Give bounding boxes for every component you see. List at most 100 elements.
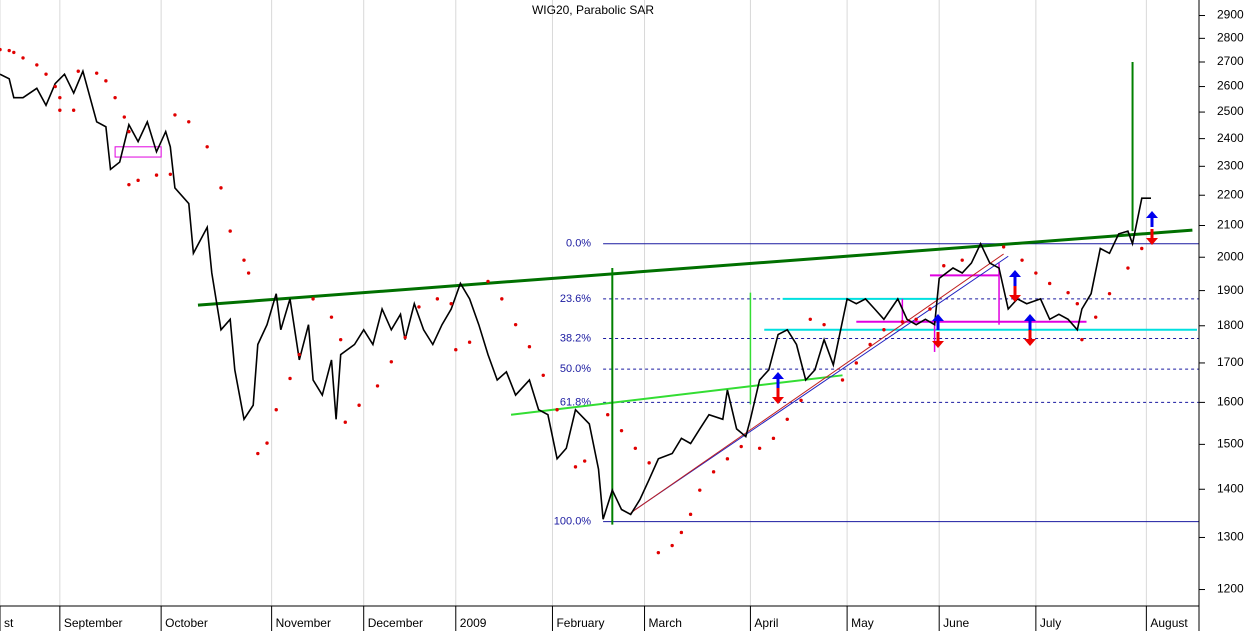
sar-dot — [35, 63, 39, 67]
sar-dot — [757, 446, 762, 450]
sar-dot — [633, 446, 638, 450]
sar-dot — [375, 384, 380, 388]
sar-dot — [113, 95, 117, 100]
sar-dot — [94, 71, 99, 75]
sar-dot — [868, 342, 872, 347]
sar-dot — [58, 108, 62, 112]
sar-dot — [58, 95, 62, 100]
y-tick-label: 2500 — [1217, 104, 1244, 118]
sar-dot — [679, 530, 684, 535]
sar-dot — [942, 264, 946, 268]
sar-dot — [1080, 337, 1084, 342]
sar-dot — [173, 113, 177, 117]
sar-dot — [739, 444, 743, 449]
sar-dot — [403, 335, 407, 340]
sar-dot — [582, 459, 587, 463]
sar-dot — [127, 182, 131, 187]
y-tick-label: 1600 — [1217, 395, 1244, 409]
sar-dot — [541, 373, 545, 378]
sar-dot — [7, 48, 11, 53]
x-tick-label: July — [1040, 616, 1061, 630]
sar-dot — [900, 320, 905, 324]
sar-dot — [960, 258, 964, 262]
y-tick-label: 2400 — [1217, 131, 1244, 145]
sar-dot — [127, 129, 131, 134]
sar-dot — [122, 115, 127, 119]
y-tick-label: 1200 — [1217, 582, 1244, 596]
y-tick-label: 2300 — [1217, 158, 1244, 172]
y-tick-label: 1500 — [1217, 437, 1244, 451]
sar-dot — [154, 173, 159, 177]
sar-dot — [0, 47, 2, 52]
sar-dot — [1066, 290, 1070, 295]
sar-dot — [389, 360, 394, 364]
sar-dot — [1094, 315, 1098, 319]
y-tick-label: 1800 — [1217, 318, 1244, 332]
sar-dot — [343, 420, 347, 424]
sar-dot — [785, 417, 789, 421]
y-tick-label: 2600 — [1217, 79, 1244, 93]
sar-dot — [288, 376, 292, 381]
sar-dot — [467, 340, 472, 344]
sar-dot — [53, 84, 57, 89]
y-tick-label: 2000 — [1217, 249, 1244, 263]
sar-dot — [647, 461, 651, 465]
sar-dot — [44, 72, 48, 76]
x-tick-label: December — [368, 616, 423, 630]
sar-dot — [21, 56, 25, 60]
x-tick-label: October — [165, 616, 208, 630]
sar-dot — [914, 317, 918, 321]
sar-dot — [656, 550, 661, 555]
sar-dot — [500, 297, 504, 301]
sar-dot — [808, 317, 812, 321]
sar-dot — [1020, 258, 1024, 262]
sar-dot — [449, 302, 453, 306]
sar-dot — [357, 403, 361, 407]
x-tick-label: May — [851, 616, 874, 630]
sar-dot — [1001, 245, 1006, 249]
sar-dot — [606, 412, 610, 417]
sar-dot — [840, 378, 845, 382]
sar-dot — [12, 50, 16, 55]
sar-dot — [71, 108, 76, 112]
sar-dot — [854, 361, 859, 365]
trend-line — [630, 253, 1004, 514]
sar-dot — [311, 297, 315, 301]
sar-dot — [219, 186, 223, 190]
sar-dot — [928, 307, 932, 311]
sar-dot — [168, 172, 173, 176]
sar-dot — [822, 322, 826, 327]
y-tick-label: 1700 — [1217, 355, 1244, 369]
chart-title: WIG20, Parabolic SAR — [532, 3, 654, 17]
sar-dot — [619, 428, 624, 433]
x-tick-label: March — [649, 616, 682, 630]
y-tick-label: 2100 — [1217, 218, 1244, 232]
x-tick-label: November — [276, 616, 331, 630]
sar-dot — [256, 451, 260, 456]
sar-dot — [1140, 246, 1144, 251]
sar-dot — [711, 470, 716, 474]
sar-dot — [799, 398, 803, 403]
sar-dot — [205, 145, 209, 149]
x-tick-label: April — [754, 616, 778, 630]
sar-dot — [1075, 302, 1080, 306]
sar-dot — [265, 441, 269, 445]
sar-dot — [688, 512, 693, 517]
y-tick-label: 2700 — [1217, 54, 1244, 68]
y-tick-label: 1300 — [1217, 530, 1244, 544]
fib-label: 100.0% — [554, 516, 592, 528]
sar-dot — [527, 344, 532, 349]
y-tick-label: 2900 — [1217, 8, 1244, 22]
sar-dot — [136, 178, 140, 183]
sar-dot — [274, 408, 278, 412]
x-tick-label: September — [64, 616, 123, 630]
sar-dot — [555, 408, 559, 412]
sar-dot — [486, 279, 490, 284]
sar-dot — [1047, 281, 1052, 286]
y-tick-label: 1400 — [1217, 481, 1244, 495]
sar-dot — [338, 337, 343, 342]
x-tick-label: 2009 — [460, 616, 487, 630]
sar-dot — [670, 543, 674, 548]
